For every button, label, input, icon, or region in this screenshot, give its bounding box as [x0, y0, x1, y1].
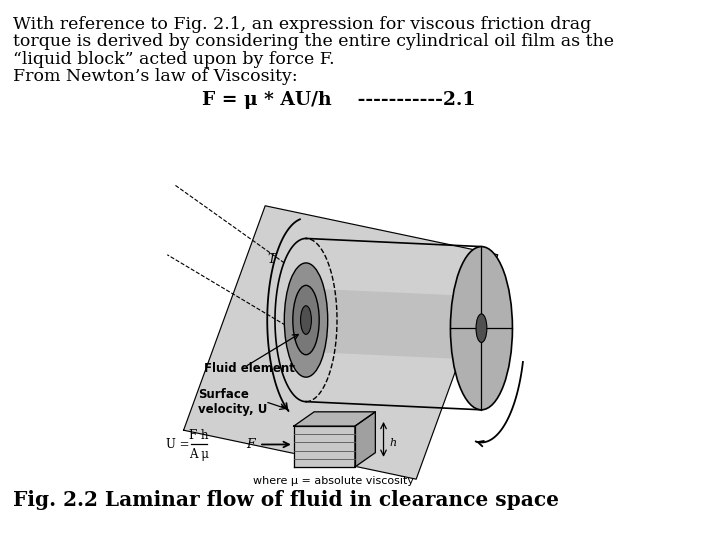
- Ellipse shape: [451, 247, 513, 410]
- Polygon shape: [306, 289, 482, 359]
- Text: where μ = absolute viscosity: where μ = absolute viscosity: [253, 476, 414, 486]
- Text: A μ: A μ: [189, 448, 209, 461]
- Text: U =: U =: [166, 438, 190, 451]
- Text: “liquid block” acted upon by force F.: “liquid block” acted upon by force F.: [13, 51, 335, 68]
- Text: torque is derived by considering the entire cylindrical oil film as the: torque is derived by considering the ent…: [13, 33, 614, 50]
- Text: Fluid element: Fluid element: [204, 362, 295, 375]
- Text: F = μ * AU/h    -----------2.1: F = μ * AU/h -----------2.1: [202, 91, 475, 109]
- Text: h: h: [390, 438, 397, 448]
- Ellipse shape: [284, 263, 328, 377]
- Text: T: T: [267, 253, 276, 266]
- Ellipse shape: [476, 314, 487, 342]
- Text: From Newton’s law of Viscosity:: From Newton’s law of Viscosity:: [13, 68, 297, 85]
- Text: Fig. 2.2 Laminar flow of fluid in clearance space: Fig. 2.2 Laminar flow of fluid in cleara…: [13, 490, 559, 510]
- Text: F: F: [246, 438, 255, 451]
- Polygon shape: [294, 412, 375, 426]
- Text: Surface
velocity, U: Surface velocity, U: [198, 388, 267, 416]
- Polygon shape: [294, 426, 355, 467]
- Text: With reference to Fig. 2.1, an expression for viscous friction drag: With reference to Fig. 2.1, an expressio…: [13, 16, 591, 33]
- Text: F h: F h: [189, 429, 209, 442]
- Polygon shape: [355, 412, 375, 467]
- Ellipse shape: [293, 285, 319, 355]
- Ellipse shape: [300, 306, 312, 334]
- Polygon shape: [184, 206, 498, 479]
